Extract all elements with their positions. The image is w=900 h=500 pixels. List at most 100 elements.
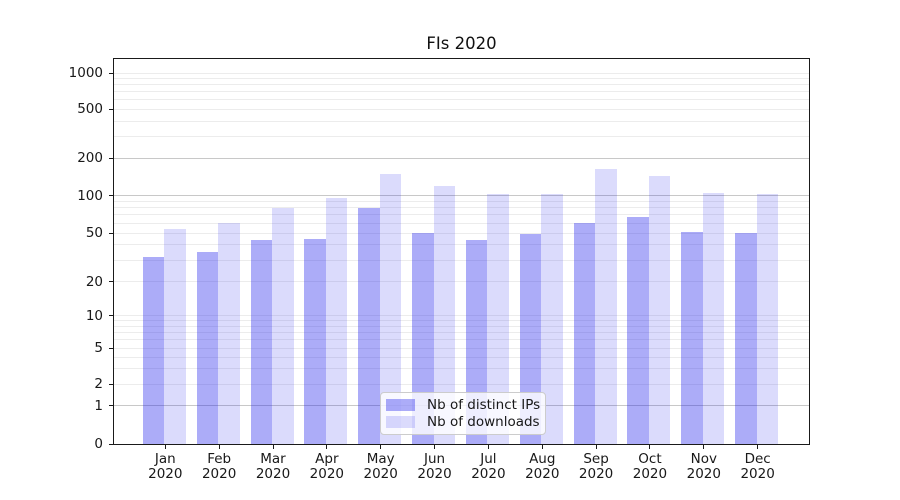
x-tick-label-apr: Apr 2020 [309,451,345,482]
y-tick-label-20: 20 [85,273,103,290]
bar-downloads-aug [541,194,563,444]
gridline-500 [114,108,809,110]
x-tick-mark-mar [272,445,274,449]
gridline-90 [114,200,809,202]
x-tick-mark-oct [649,445,651,449]
x-tick-label-feb: Feb 2020 [201,451,237,482]
x-tick-mark-aug [541,445,543,449]
gridline-60 [114,222,809,224]
bar-downloads-feb [218,223,240,444]
gridline-70 [114,214,809,216]
gridline-7 [114,331,809,333]
y-tick-mark-2 [109,383,113,385]
x-tick-label-may: May 2020 [363,451,398,482]
y-tick-label-2: 2 [94,376,103,393]
y-tick-mark-500 [109,108,113,110]
gridline-600 [114,99,809,101]
bar-distinct-ips-sep [573,223,596,444]
gridline-5 [114,347,809,349]
gridline-20 [114,281,809,282]
x-tick-mark-nov [703,445,705,449]
gridline-2 [114,383,809,385]
gridline-40 [114,244,809,246]
bar-downloads-dec [756,194,779,444]
bar-downloads-sep [595,168,617,444]
bar-distinct-ips-apr [304,238,326,444]
x-tick-label-oct: Oct 2020 [632,451,668,482]
gridline-300 [114,136,809,138]
bar-distinct-ips-jun [412,233,434,444]
x-tick-mark-apr [326,445,328,449]
gridline-6 [114,339,809,341]
gridline-4 [114,356,809,358]
y-tick-mark-100 [109,195,113,197]
bar-downloads-oct [648,175,671,444]
y-tick-mark-1000 [109,72,113,74]
gridline-8 [114,325,809,327]
y-tick-label-1: 1 [94,397,103,414]
y-tick-label-1000: 1000 [68,65,103,82]
x-tick-label-dec: Dec 2020 [740,451,775,482]
gridline-10 [114,315,809,317]
legend-swatch-distinct-ips [386,399,415,412]
gridline-400 [114,120,809,122]
x-tick-label-jun: Jun 2020 [417,451,452,482]
bar-distinct-ips-jan [142,256,165,444]
x-tick-mark-feb [218,445,220,449]
gridline-9 [114,320,809,322]
gridline-900 [114,78,809,80]
x-tick-label-aug: Aug 2020 [525,451,560,482]
x-tick-label-jan: Jan 2020 [148,451,183,482]
bar-downloads-jan [164,228,186,444]
y-tick-label-10: 10 [85,307,103,324]
legend-item-downloads: Nb of downloads [386,413,540,431]
x-tick-mark-jun [434,445,436,449]
y-tick-mark-5 [109,347,113,349]
bar-downloads-apr [325,198,348,444]
legend-label-downloads: Nb of downloads [427,413,540,430]
bar-distinct-ips-mar [250,239,272,444]
x-tick-label-sep: Sep 2020 [578,451,614,482]
legend-swatch-downloads [386,415,415,428]
y-tick-mark-50 [109,232,113,234]
bar-downloads-may [379,173,402,444]
x-tick-label-nov: Nov 2020 [686,451,721,482]
x-tick-label-mar: Mar 2020 [255,451,291,482]
gridline-200 [114,157,809,159]
gridline-700 [114,91,809,93]
gridline-100 [114,195,809,197]
y-tick-label-500: 500 [77,101,103,118]
legend-label-distinct-ips: Nb of distinct IPs [427,397,541,414]
y-tick-label-5: 5 [94,340,103,357]
bar-distinct-ips-feb [196,251,219,444]
gridline-80 [114,207,809,209]
bar-downloads-jul [487,194,509,444]
y-tick-mark-20 [109,281,113,282]
y-tick-label-50: 50 [85,225,103,241]
x-tick-mark-jan [164,445,166,449]
gridline-50 [114,232,809,234]
plot-area [113,58,810,445]
bar-downloads-jun [433,185,456,444]
bar-downloads-mar [272,207,294,444]
gridline-1000 [114,72,809,74]
x-tick-mark-sep [595,445,597,449]
y-tick-label-0: 0 [94,436,103,452]
y-tick-mark-10 [109,315,113,317]
y-tick-mark-0 [109,443,113,445]
x-tick-label-jul: Jul 2020 [471,451,506,482]
bar-distinct-ips-may [358,207,380,444]
bar-distinct-ips-aug [519,234,542,444]
bar-distinct-ips-oct [627,217,649,444]
x-tick-mark-jul [487,445,489,449]
y-tick-mark-200 [109,157,113,159]
gridline-3 [114,367,809,369]
y-tick-label-100: 100 [77,187,103,204]
x-tick-mark-may [380,445,382,449]
gridline-800 [114,84,809,86]
legend-item-distinct-ips: Nb of distinct IPs [386,397,541,414]
y-tick-mark-1 [109,405,113,407]
y-tick-label-200: 200 [77,150,103,167]
legend: Nb of distinct IPs Nb of downloads [380,392,546,435]
